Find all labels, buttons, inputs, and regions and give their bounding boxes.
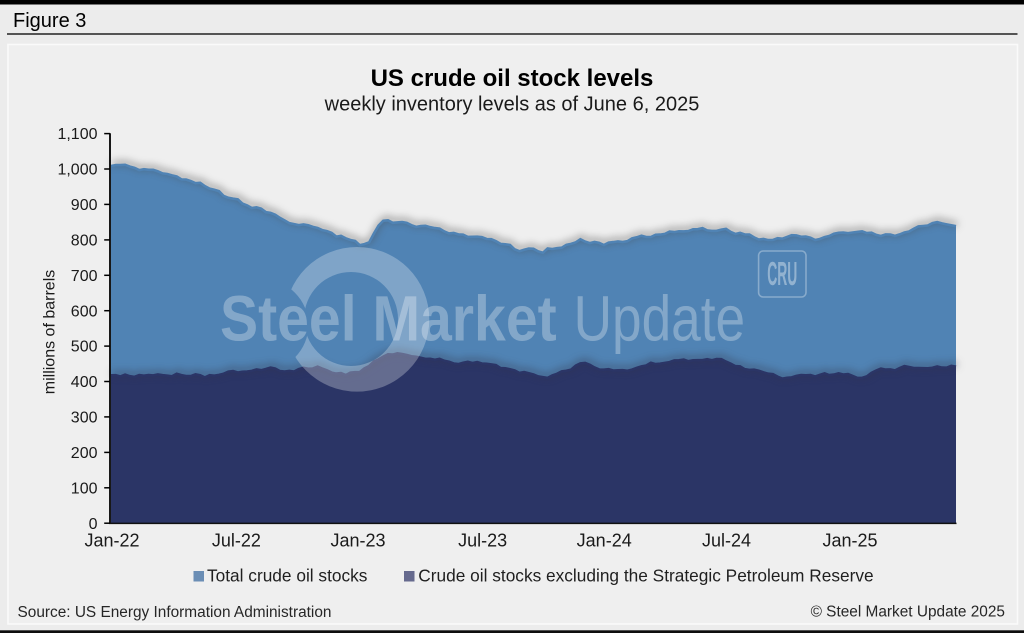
svg-text:1,000: 1,000 [57, 162, 97, 179]
svg-text:Steel Market: Steel Market [220, 282, 557, 354]
svg-text:100: 100 [71, 480, 98, 497]
svg-text:Total crude oil stocks: Total crude oil stocks [207, 565, 368, 585]
svg-text:900: 900 [71, 197, 98, 214]
svg-text:500: 500 [71, 339, 98, 356]
svg-text:300: 300 [71, 410, 98, 427]
svg-text:700: 700 [71, 268, 98, 285]
svg-text:Update: Update [574, 284, 745, 355]
svg-text:Source: US Energy Information: Source: US Energy Information Administra… [18, 604, 332, 621]
svg-text:400: 400 [71, 374, 98, 391]
svg-text:millions of barrels: millions of barrels [42, 270, 59, 394]
svg-text:Jan-25: Jan-25 [822, 531, 877, 551]
svg-text:© Steel Market Update 2025: © Steel Market Update 2025 [811, 604, 1005, 621]
svg-text:1,100: 1,100 [57, 126, 97, 143]
svg-text:0: 0 [89, 516, 98, 533]
svg-text:weekly inventory levels as of: weekly inventory levels as of June 6, 20… [324, 94, 700, 116]
svg-text:Jan-23: Jan-23 [330, 531, 385, 551]
svg-text:CRU: CRU [767, 256, 797, 293]
svg-text:Jul-24: Jul-24 [702, 531, 751, 551]
svg-text:200: 200 [71, 445, 98, 462]
svg-text:Figure 3: Figure 3 [13, 10, 86, 32]
svg-text:600: 600 [71, 303, 98, 320]
svg-text:Crude oil stocks excluding the: Crude oil stocks excluding the Strategic… [418, 565, 873, 585]
svg-text:Jan-24: Jan-24 [577, 531, 632, 551]
svg-text:Jul-22: Jul-22 [212, 531, 261, 551]
svg-text:Jul-23: Jul-23 [458, 531, 507, 551]
svg-text:800: 800 [71, 233, 98, 250]
svg-text:US crude oil stock levels: US crude oil stock levels [371, 65, 654, 92]
svg-text:Jan-22: Jan-22 [84, 531, 139, 551]
